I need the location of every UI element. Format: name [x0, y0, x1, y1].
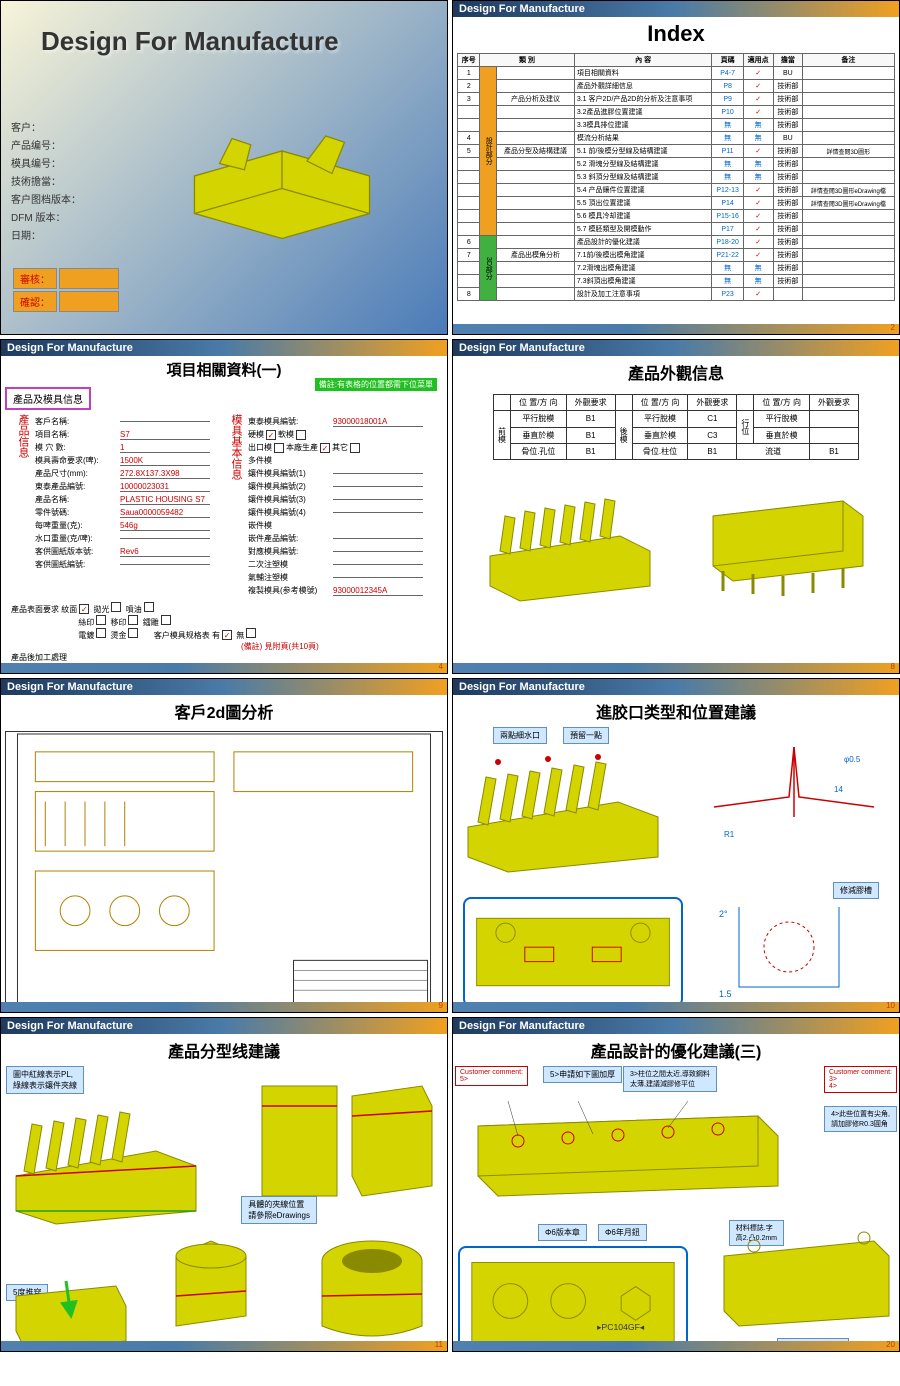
cover-title: Design For Manufacture [1, 1, 447, 67]
slide-appearance: Design For Manufacture 產品外觀信息 位 置/方 向外觀要… [452, 339, 900, 674]
cover-fields: 客户：产品编号：模具编号：技術擔當：客户图档版本：DFM 版本：日期： [11, 116, 81, 245]
approval-table: 審核： 確認： [11, 266, 121, 314]
parting-cyl2-icon [302, 1226, 442, 1352]
gate-detail-icon [463, 897, 683, 1007]
parting-main-icon [6, 1096, 206, 1226]
slide-2d-drawing: Design For Manufacture 客戶2d圖分析 9 [0, 678, 448, 1013]
gate-section-icon: 2° 1.5 [709, 897, 889, 1007]
engineering-drawing [5, 731, 443, 1011]
slide-optimize: Design For Manufacture 產品設計的優化建議(三) Cust… [452, 1017, 900, 1352]
opt-top-icon [458, 1096, 788, 1206]
part-front-icon [480, 476, 660, 606]
svg-text:2°: 2° [719, 909, 728, 919]
svg-text:14: 14 [834, 785, 843, 794]
index-table: 序号類 別內 容頁碼適用点擔當备注 1設計部分項目相關資料P4-7✓BU2產品外… [457, 53, 894, 301]
appearance-table: 位 置/方 向外觀要求 位 置/方 向外觀要求 位 置/方 向外觀要求 前模平行… [493, 394, 859, 460]
slide-gate: Design For Manufacture 進胶口类型和位置建議 兩點細水口 … [452, 678, 900, 1013]
svg-text:R1: R1 [724, 830, 735, 839]
part-back-icon [693, 476, 873, 606]
slide-parting: Design For Manufacture 產品分型线建議 圖中紅線表示PL,… [0, 1017, 448, 1352]
slide-project-data: Design For Manufacture 項目相關資料(一) 產品及模具信息… [0, 339, 448, 674]
gate-part-icon [458, 747, 668, 877]
svg-text:φ0.5: φ0.5 [844, 755, 861, 764]
part-3d-icon [157, 101, 407, 251]
index-title: Index [453, 17, 899, 51]
slide-cover: Design For Manufacture 客户：产品编号：模具编号：技術擔當… [0, 0, 448, 335]
opt-side-icon [714, 1226, 894, 1336]
svg-text:▸PC104GF◂: ▸PC104GF◂ [597, 1322, 645, 1332]
gate-diagram-icon: φ0.5 R1 14 [694, 737, 894, 877]
svg-text:1.5: 1.5 [719, 989, 732, 999]
parting-detail-icon [242, 1066, 442, 1206]
slide-index: Design For Manufacture Index 序号類 別內 容頁碼適… [452, 0, 900, 335]
opt-marks-icon: ▸PC104GF◂ [458, 1246, 688, 1352]
parting-cyl-icon [146, 1236, 276, 1352]
